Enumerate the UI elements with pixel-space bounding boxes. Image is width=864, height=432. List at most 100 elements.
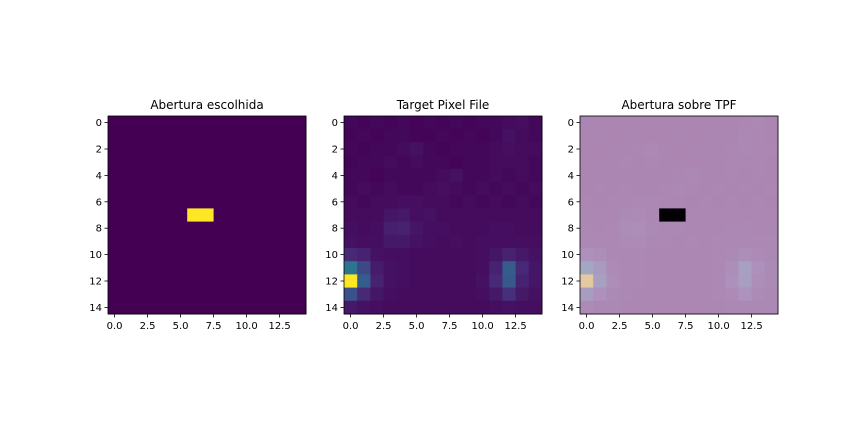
heatmap-cell — [489, 248, 503, 262]
heatmap-cell — [712, 116, 726, 130]
heatmap-cell — [528, 287, 543, 302]
heatmap-cell — [764, 208, 779, 223]
heatmap-cell — [515, 234, 530, 249]
x-tick-label: 10.0 — [235, 321, 257, 332]
heatmap-cell — [712, 142, 726, 157]
x-tick-label: 12.5 — [504, 321, 526, 332]
heatmap-cell — [712, 248, 726, 262]
x-tick-label: 5.0 — [409, 321, 425, 332]
heatmap-cell — [383, 248, 398, 262]
heatmap-cell — [410, 129, 424, 143]
heatmap-cell — [606, 116, 621, 130]
heatmap-cell — [160, 234, 175, 249]
heatmap-cell — [528, 116, 543, 130]
heatmap-cell — [134, 182, 149, 196]
heatmap-cell — [436, 248, 451, 262]
heatmap-cell — [187, 300, 201, 315]
heatmap-cell — [751, 221, 766, 236]
heatmap-cell — [515, 261, 530, 275]
heatmap-cell — [436, 182, 451, 196]
heatmap-cell — [712, 168, 726, 183]
heatmap-cell — [160, 168, 175, 183]
heatmap-cell — [226, 182, 241, 196]
heatmap-cell — [515, 142, 530, 157]
heatmap-cell — [121, 234, 135, 249]
heatmap-cell — [357, 300, 371, 315]
heatmap-cell — [134, 129, 149, 143]
heatmap-cell — [738, 287, 753, 302]
heatmap-cell — [240, 182, 254, 196]
heatmap-cell — [410, 287, 424, 302]
heatmap-cell — [738, 274, 753, 289]
x-tick-label: 7.5 — [442, 321, 458, 332]
heatmap-cells — [108, 116, 307, 315]
heatmap-cell — [685, 129, 700, 143]
heatmap-cell — [580, 142, 594, 157]
heatmap-cell — [725, 142, 739, 157]
heatmap-cell — [502, 195, 517, 209]
heatmap-cell — [698, 129, 713, 143]
heatmap-cell — [751, 300, 766, 315]
heatmap-cell — [240, 168, 254, 183]
heatmap-cell — [147, 274, 162, 289]
heatmap-cell — [200, 155, 215, 170]
heatmap-cell — [738, 261, 753, 275]
heatmap-cell — [410, 221, 424, 236]
heatmap-cell — [659, 261, 673, 275]
heatmap-cell — [187, 221, 201, 236]
heatmap-cell — [593, 182, 607, 196]
heatmap-cell — [698, 116, 713, 130]
heatmap-cell — [423, 182, 437, 196]
y-tick-label: 4 — [96, 171, 102, 182]
heatmap-cell — [160, 300, 175, 315]
heatmap-cell — [279, 182, 294, 196]
heatmap-cell — [174, 195, 188, 209]
heatmap-cell — [672, 274, 687, 289]
heatmap-cell — [462, 287, 477, 302]
heatmap-cell — [515, 168, 530, 183]
heatmap-cell — [685, 234, 700, 249]
heatmap-cell — [370, 287, 385, 302]
heatmap-cell — [725, 168, 739, 183]
heatmap-cell — [489, 300, 503, 315]
heatmap-cell — [606, 274, 621, 289]
heatmap-cell — [396, 182, 411, 196]
heatmap-cell — [462, 129, 477, 143]
heatmap-cell — [619, 168, 634, 183]
heatmap-cell — [606, 248, 621, 262]
heatmap-cell — [515, 208, 530, 223]
heatmap-cell — [593, 155, 607, 170]
heatmap-cell — [147, 129, 162, 143]
heatmap-cell — [292, 300, 307, 315]
heatmap-cell — [659, 195, 673, 209]
heatmap-cell — [593, 116, 607, 130]
heatmap-cell — [672, 221, 687, 236]
heatmap-cell — [632, 248, 647, 262]
heatmap-cell — [410, 261, 424, 275]
heatmap-cell — [383, 208, 398, 223]
heatmap-cell — [580, 261, 594, 275]
heatmap-cell — [383, 168, 398, 183]
heatmap-cell — [712, 221, 726, 236]
heatmap-cell — [712, 274, 726, 289]
heatmap-cell — [698, 142, 713, 157]
heatmap-cell — [725, 195, 739, 209]
heatmap-cell — [292, 129, 307, 143]
heatmap-cell — [266, 142, 281, 157]
heatmap-cell — [489, 116, 503, 130]
heatmap-cell — [266, 208, 281, 223]
heatmap-cell — [580, 208, 594, 223]
y-tick-label: 0 — [332, 118, 338, 129]
heatmap-cell — [213, 208, 228, 223]
heatmap-cell — [738, 129, 753, 143]
heatmap-cell — [462, 234, 477, 249]
heatmap-cell — [528, 248, 543, 262]
heatmap-cell — [240, 208, 254, 223]
heatmap-cell — [685, 116, 700, 130]
heatmap-cell — [580, 287, 594, 302]
heatmap-cell — [370, 155, 385, 170]
heatmap-cell — [383, 221, 398, 236]
heatmap-cell — [764, 274, 779, 289]
heatmap-cell — [449, 287, 464, 302]
heatmap-cell — [502, 248, 517, 262]
